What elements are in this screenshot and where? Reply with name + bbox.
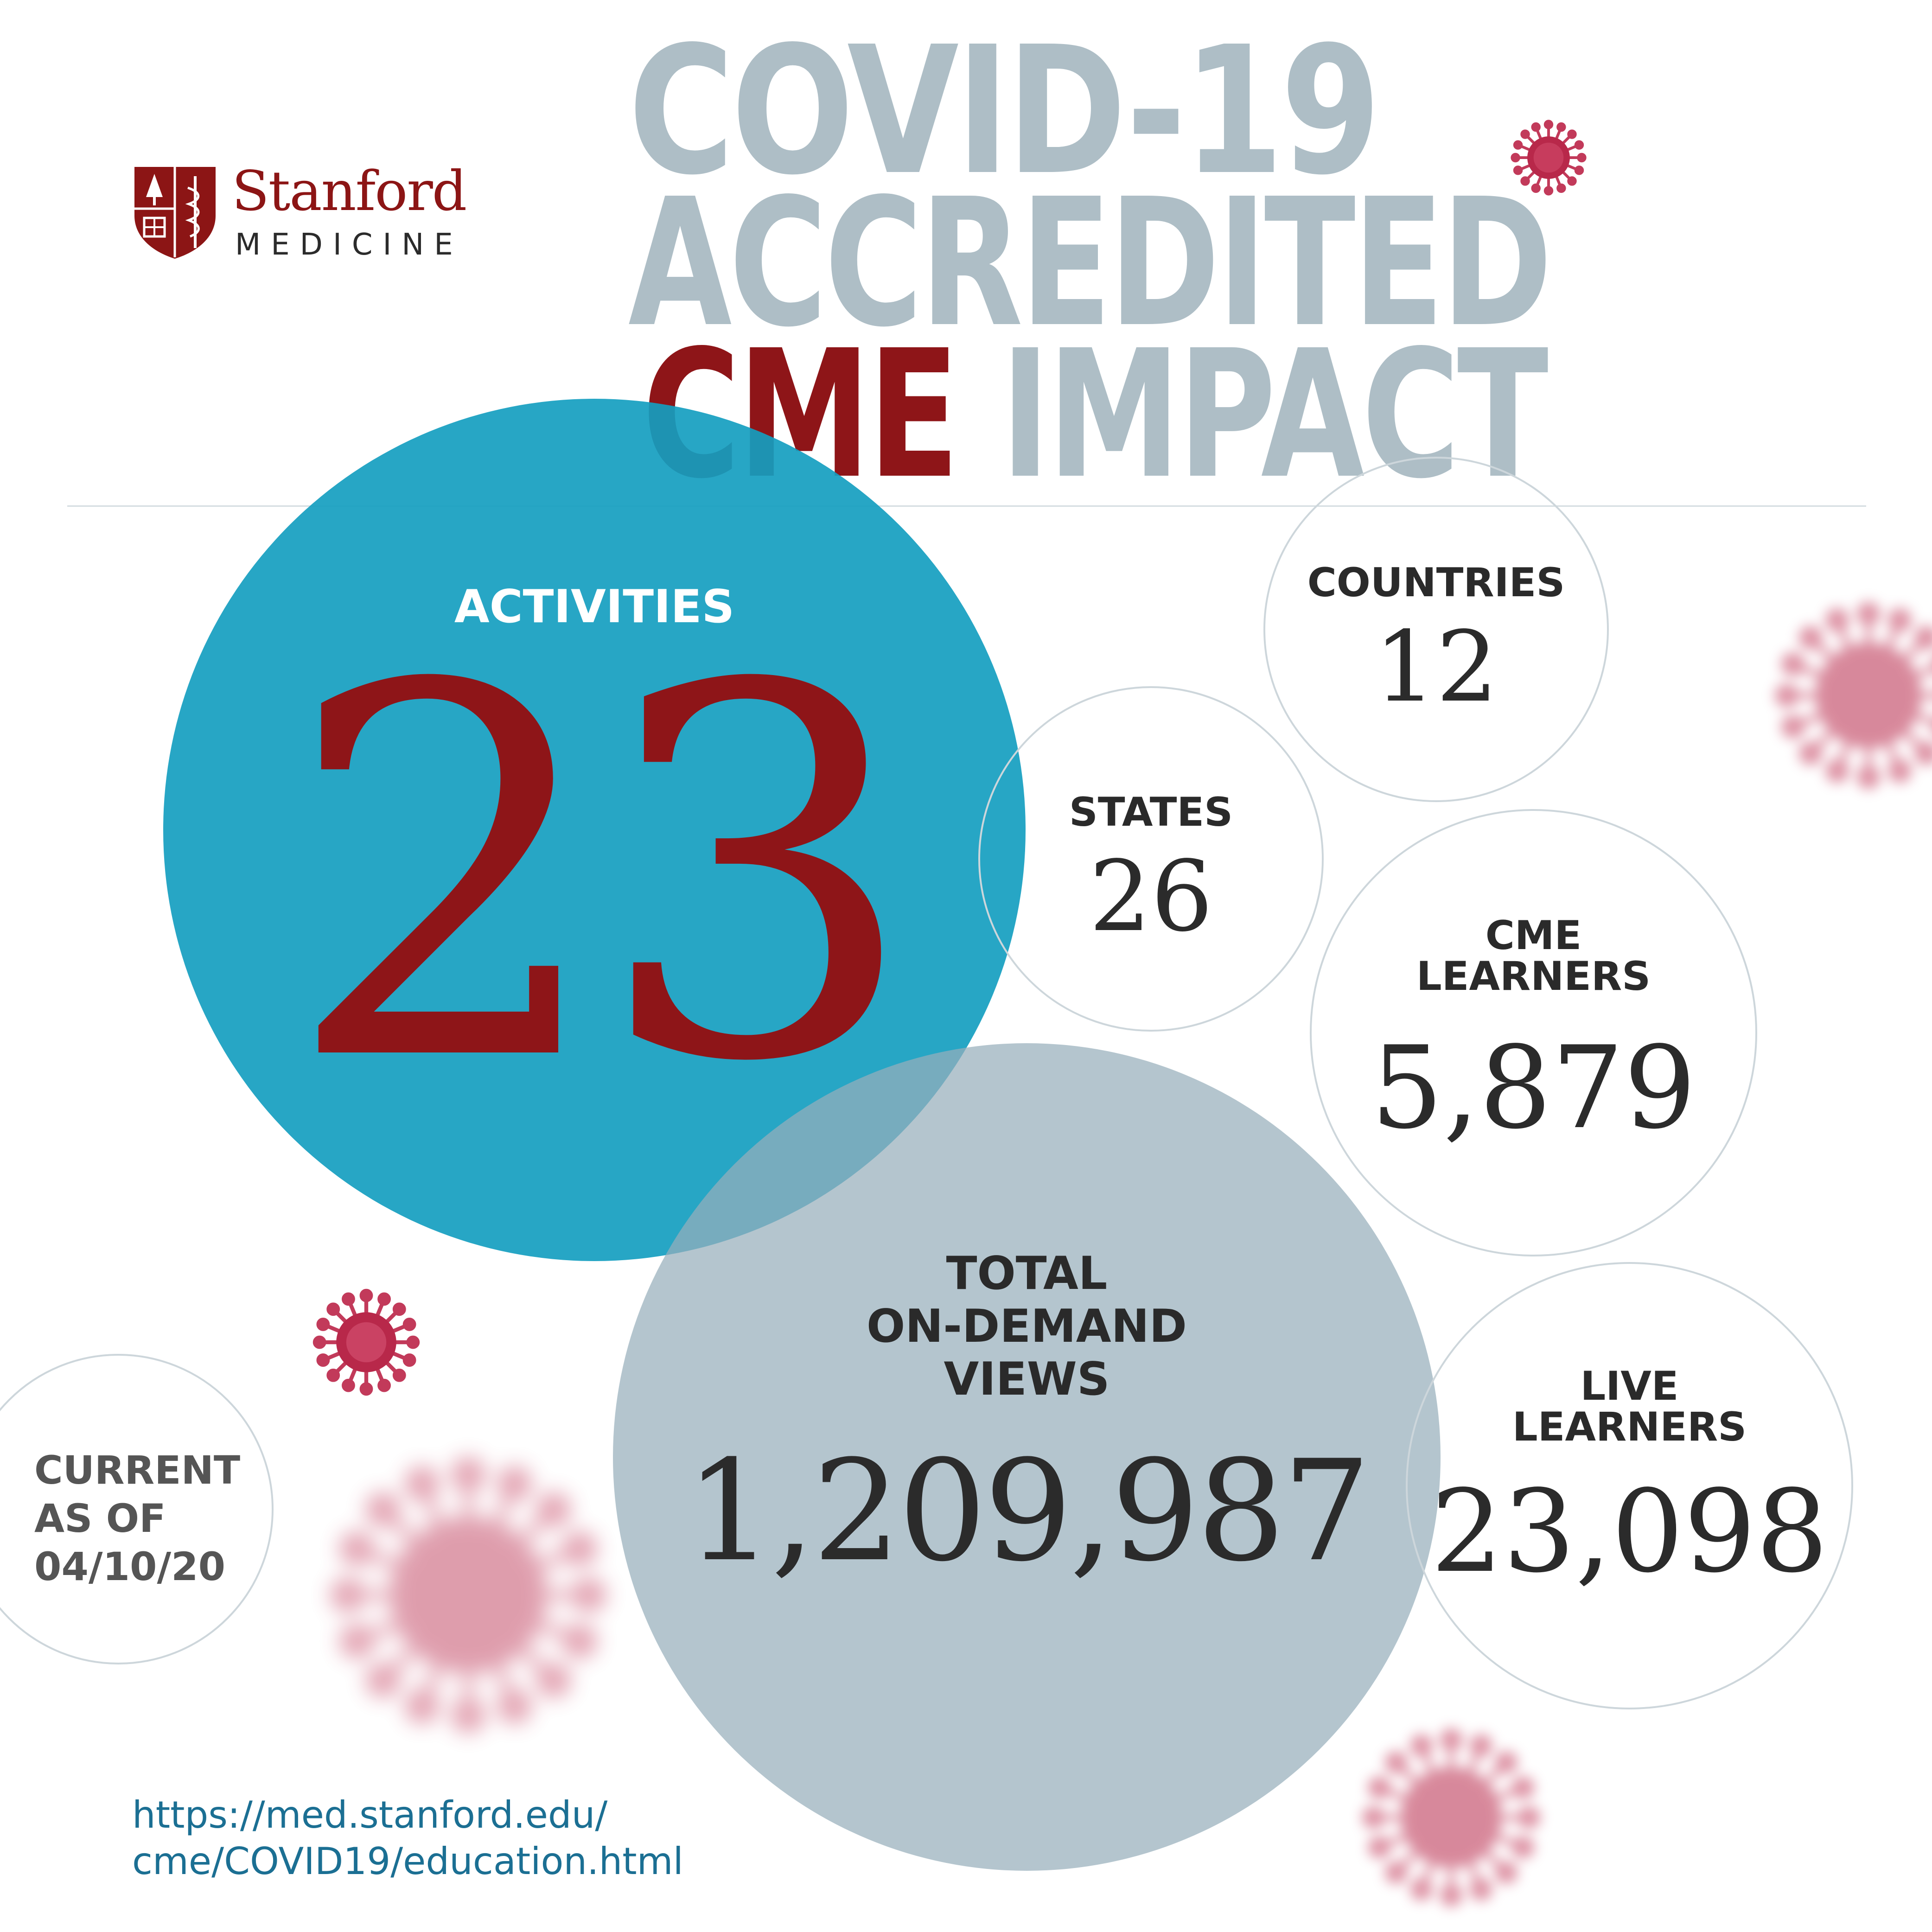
current-as-of-circle: CURRENT AS OF 04/10/20 — [0, 1354, 274, 1664]
cme-learners-label-line2: LEARNERS — [1416, 953, 1651, 1000]
logo-name: Stanford — [232, 159, 467, 223]
virus-icon — [1362, 1728, 1540, 1906]
live-learners-value: 23,098 — [1430, 1466, 1829, 1598]
virus-icon — [312, 1288, 420, 1396]
cme-learners-value: 5,879 — [1371, 1022, 1696, 1154]
total-views-value: 1,209,987 — [685, 1430, 1371, 1592]
live-learners-circle: LIVE LEARNERS 23,098 — [1406, 1262, 1853, 1709]
title-line-1: COVID-19 — [628, 8, 1381, 214]
virus-icon — [1775, 602, 1932, 789]
states-circle: STATES 26 — [978, 686, 1324, 1032]
countries-value: 12 — [1374, 610, 1498, 724]
current-as-of-label: CURRENT AS OF 04/10/20 — [34, 1446, 240, 1591]
cme-learners-label-line1: CME — [1485, 912, 1582, 959]
total-views-label-line2: ON-DEMAND — [866, 1300, 1187, 1353]
current-date: 04/10/20 — [34, 1544, 226, 1589]
virus-icon — [330, 1457, 606, 1733]
live-learners-label: LIVE LEARNERS — [1408, 1366, 1851, 1447]
activities-label: ACTIVITIES — [454, 580, 735, 633]
url-line2[interactable]: cme/COVID19/education.html — [132, 1840, 683, 1883]
current-line2: AS OF — [34, 1496, 166, 1541]
states-value: 26 — [1089, 840, 1213, 953]
live-learners-label-line1: LIVE — [1580, 1363, 1679, 1409]
stanford-medicine-logo: Stanford MEDICINE — [132, 159, 494, 264]
countries-circle: COUNTRIES 12 — [1263, 457, 1609, 802]
total-views-label: TOTAL ON-DEMAND VIEWS — [613, 1247, 1441, 1406]
total-views-label-line1: TOTAL — [946, 1247, 1108, 1300]
title-divider — [67, 505, 1866, 507]
live-learners-label-line2: LEARNERS — [1512, 1404, 1747, 1450]
url-line1[interactable]: https://med.stanford.edu/ — [132, 1793, 608, 1836]
cme-learners-label: CME LEARNERS — [1312, 915, 1755, 997]
states-label: STATES — [1069, 789, 1233, 835]
total-views-circle: TOTAL ON-DEMAND VIEWS 1,209,987 — [613, 1043, 1441, 1871]
total-views-label-line3: VIEWS — [944, 1353, 1110, 1406]
stanford-shield-icon — [134, 167, 216, 259]
title-line-2: ACCREDITED — [628, 160, 1553, 366]
logo-subtitle: MEDICINE — [235, 228, 463, 262]
countries-label: COUNTRIES — [1307, 560, 1565, 606]
activities-value: 23 — [284, 580, 919, 1173]
virus-icon — [1511, 120, 1587, 196]
cme-learners-circle: CME LEARNERS 5,879 — [1310, 809, 1757, 1256]
education-url-link[interactable]: https://med.stanford.edu/ cme/COVID19/ed… — [132, 1792, 683, 1885]
current-line1: CURRENT — [34, 1447, 241, 1493]
